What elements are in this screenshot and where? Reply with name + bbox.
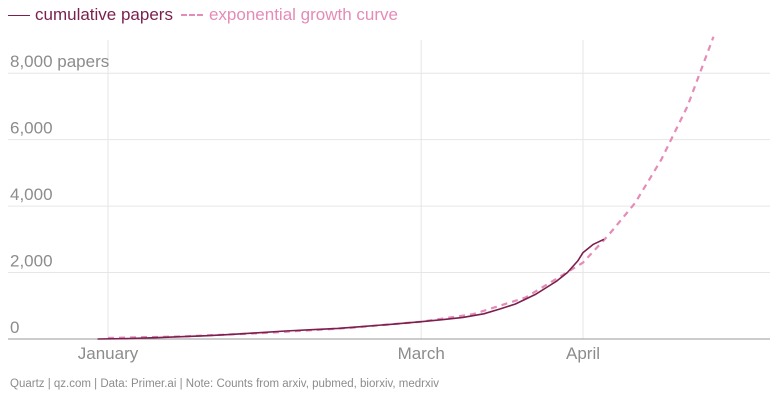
series-lines [97, 36, 715, 340]
x-axis-labels: January March April [78, 344, 600, 363]
legend: cumulative papers exponential growth cur… [8, 4, 406, 26]
y-tick-label: 0 [10, 318, 19, 337]
x-tick-label: January [78, 344, 139, 363]
legend-swatch-dashed [180, 14, 203, 16]
series-line-exponential [107, 36, 715, 340]
y-tick-label: 2,000 [10, 252, 53, 271]
y-tick-label: 8,000 papers [10, 52, 109, 71]
gridlines [8, 40, 770, 340]
source-footer: Quartz | qz.com | Data: Primer.ai | Note… [10, 378, 440, 390]
y-axis-labels: 0 2,000 4,000 6,000 8,000 papers [10, 52, 109, 337]
legend-label-cumulative: cumulative papers [35, 5, 173, 24]
chart-area: 0 2,000 4,000 6,000 8,000 papers January Marc… [8, 36, 770, 363]
legend-swatch-solid [8, 14, 30, 16]
legend-label-exponential: exponential growth curve [208, 5, 398, 24]
legend-item-cumulative[interactable]: cumulative papers [8, 5, 173, 25]
x-tick-label: April [566, 344, 600, 363]
y-tick-label: 6,000 [10, 119, 53, 138]
x-tick-label: March [398, 344, 445, 363]
legend-item-exponential[interactable]: exponential growth curve [180, 5, 398, 25]
series-line-cumulative [97, 238, 605, 340]
y-tick-label: 4,000 [10, 185, 53, 204]
